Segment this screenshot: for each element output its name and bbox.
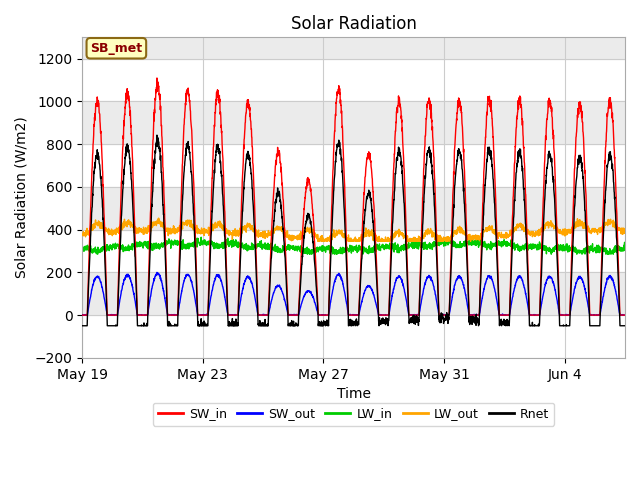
LW_in (621, 245, 629, 251)
SW_out (621, 312, 629, 318)
LW_in (197, 234, 205, 240)
SW_in (275, 148, 283, 154)
LW_out (199, 228, 207, 233)
SW_in (153, 75, 161, 81)
Bar (82, 187, 625, 229)
Line: SW_in: SW_in (82, 78, 625, 315)
SW_out (164, 312, 172, 318)
Title: Solar Radiation: Solar Radiation (291, 15, 417, 33)
SW_out (131, 297, 139, 303)
Rnet (164, 323, 172, 329)
Rnet (199, 323, 207, 329)
SW_out (79, 312, 86, 318)
Rnet (275, 189, 283, 194)
LW_out (78, 232, 86, 238)
SW_out (153, 270, 161, 276)
LW_out (131, 225, 139, 230)
SW_out (276, 283, 284, 288)
Legend: SW_in, SW_out, LW_in, LW_out, Rnet: SW_in, SW_out, LW_in, LW_out, Rnet (153, 403, 554, 425)
LW_in (552, 246, 559, 252)
LW_in (78, 247, 86, 253)
LW_in (164, 241, 172, 247)
LW_out (621, 226, 629, 231)
Rnet (78, 323, 86, 329)
Y-axis label: Solar Radiation (W/m2): Solar Radiation (W/m2) (15, 117, 29, 278)
LW_out (275, 227, 283, 232)
LW_in (199, 241, 207, 247)
LW_out (552, 223, 559, 228)
Rnet (131, 247, 139, 252)
Bar (82, 272, 625, 315)
LW_out (164, 228, 172, 234)
SW_out (78, 312, 86, 318)
Bar (82, 16, 625, 59)
SW_in (621, 312, 629, 318)
LW_in (371, 245, 379, 251)
X-axis label: Time: Time (337, 387, 371, 401)
LW_in (131, 243, 139, 249)
Rnet (551, 205, 559, 211)
Rnet (371, 247, 379, 253)
Text: SB_met: SB_met (90, 42, 143, 55)
SW_in (78, 312, 86, 318)
Bar (82, 101, 625, 144)
Line: LW_in: LW_in (82, 237, 625, 254)
LW_in (276, 245, 284, 251)
SW_in (551, 170, 559, 176)
SW_out (199, 312, 207, 318)
SW_out (371, 297, 379, 303)
Rnet (621, 323, 629, 329)
LW_out (155, 215, 163, 221)
LW_in (94, 252, 102, 257)
LW_out (371, 233, 379, 239)
Line: LW_out: LW_out (82, 218, 625, 241)
SW_out (552, 287, 559, 293)
Rnet (153, 132, 161, 138)
Line: Rnet: Rnet (82, 135, 625, 326)
LW_out (314, 239, 322, 244)
SW_in (131, 222, 139, 228)
SW_in (371, 225, 379, 230)
SW_in (199, 312, 207, 318)
SW_in (164, 312, 172, 318)
Line: SW_out: SW_out (82, 273, 625, 315)
